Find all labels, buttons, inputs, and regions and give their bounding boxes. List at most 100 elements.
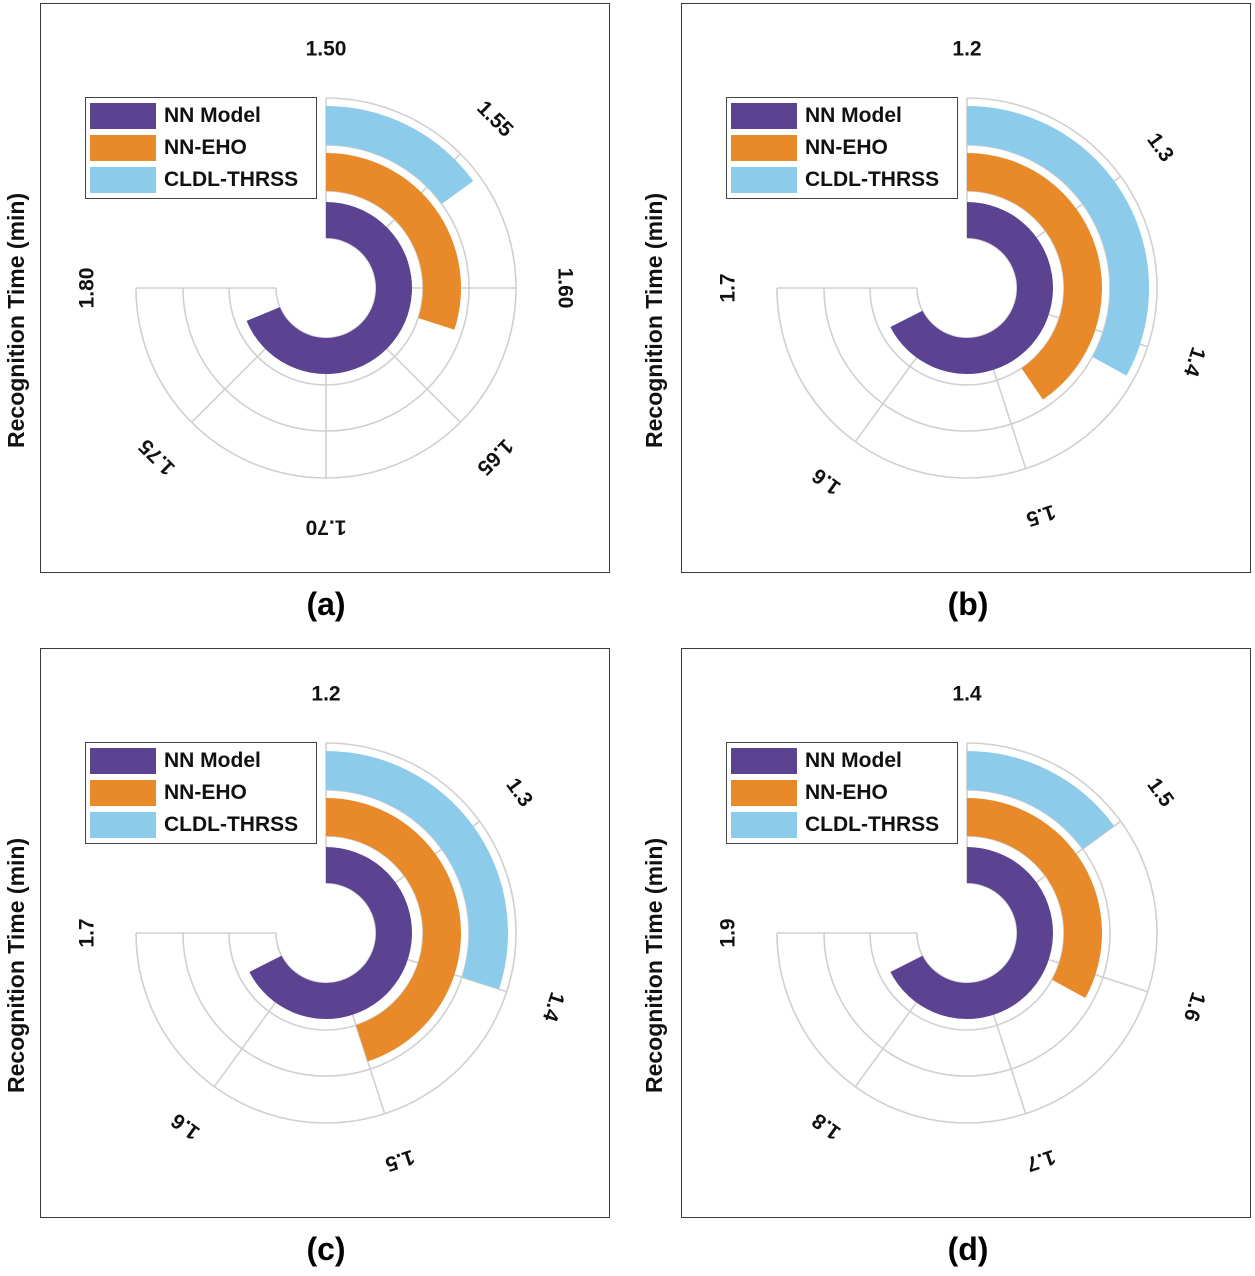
chart-panel-d: 1.4 1.5 1.6 1.7 1.8 1.9 NN Model NN-EHO CLDL-… — [681, 648, 1251, 1218]
theta-tick-label: 1.5 — [1023, 500, 1058, 531]
legend-item-nn-model: NN Model — [731, 746, 957, 776]
grid-ring — [776, 97, 1158, 479]
legend-c: NN Model NN-EHO CLDL-THRSS — [85, 742, 317, 844]
bar-cldl-thrss — [967, 106, 1149, 376]
theta-tick-label: 1.3 — [1142, 129, 1178, 166]
theta-tick-label: 1.4 — [1179, 344, 1210, 379]
legend-label: CLDL-THRSS — [164, 813, 299, 836]
legend-item-nn-model: NN Model — [90, 101, 316, 131]
theta-tick-label: 1.6 — [167, 1108, 204, 1144]
theta-tick-label: 1.80 — [76, 268, 99, 309]
chart-panel-b: 1.2 1.3 1.4 1.5 1.6 1.7 NN Model NN-EHO CLDL-… — [681, 3, 1251, 573]
legend-item-cldl-thrss: CLDL-THRSS — [90, 810, 316, 840]
theta-tick-label: 1.70 — [306, 515, 347, 538]
legend-label: CLDL-THRSS — [805, 168, 940, 191]
legend-item-cldl-thrss: CLDL-THRSS — [90, 165, 316, 195]
theta-tick-label: 1.2 — [311, 683, 340, 706]
legend-a: NN Model NN-EHO CLDL-THRSS — [85, 97, 317, 199]
bar-nn-model — [890, 847, 1053, 1019]
theta-tick-label: 1.7 — [1023, 1145, 1058, 1176]
legend-label: CLDL-THRSS — [164, 168, 299, 191]
legend-item-cldl-thrss: CLDL-THRSS — [731, 165, 957, 195]
legend-item-nn-model: NN Model — [731, 101, 957, 131]
chart-panel-a: 1.50 1.55 1.60 1.65 1.70 1.75 1.80 NN Model NN… — [40, 3, 610, 573]
legend-label: NN-EHO — [164, 781, 247, 804]
bar-cldl-thrss — [326, 106, 474, 204]
radial-chart-c: 1.2 1.3 1.4 1.5 1.6 1.7 — [76, 683, 569, 1176]
radial-chart-a: 1.50 1.55 1.60 1.65 1.70 1.75 1.80 — [76, 38, 577, 539]
panel-caption: (c) — [306, 1231, 346, 1267]
legend-swatch-nn-model — [731, 748, 797, 774]
theta-tick-label: 1.8 — [808, 1108, 845, 1144]
legend-swatch-nn-eho — [90, 780, 156, 806]
grid-ring — [916, 237, 1018, 339]
grid-ring — [275, 882, 377, 984]
legend-swatch-nn-eho — [731, 135, 797, 161]
radial-chart-d: 1.4 1.5 1.6 1.7 1.8 1.9 — [717, 683, 1210, 1176]
grid-ring — [135, 742, 517, 1124]
bar-cldl-thrss — [326, 751, 508, 990]
panel-caption: (a) — [306, 586, 346, 622]
legend-item-nn-eho: NN-EHO — [90, 133, 316, 163]
bar-nn-model — [246, 202, 412, 374]
legend-label: NN Model — [805, 749, 902, 772]
bar-nn-eho — [967, 798, 1102, 999]
bar-nn-eho — [326, 798, 461, 1062]
legend-label: NN Model — [164, 104, 261, 127]
legend-b: NN Model NN-EHO CLDL-THRSS — [726, 97, 958, 199]
grid-ring — [275, 237, 377, 339]
grid-ring — [869, 835, 1065, 1031]
panel-caption: (b) — [947, 586, 989, 622]
theta-tick-label: 1.4 — [538, 989, 569, 1024]
theta-tick-label: 1.60 — [553, 268, 576, 309]
grid-ring — [776, 742, 1158, 1124]
bar-nn-model — [249, 847, 412, 1019]
chart-panel-c: 1.2 1.3 1.4 1.5 1.6 1.7 NN Model NN-EHO CLDL-… — [40, 648, 610, 1218]
bar-nn-eho — [326, 153, 461, 330]
legend-swatch-nn-eho — [731, 780, 797, 806]
legend-label: NN Model — [805, 104, 902, 127]
theta-tick-label: 1.5 — [1142, 774, 1178, 811]
theta-tick-label: 1.6 — [808, 463, 845, 499]
theta-tick-label: 1.9 — [717, 918, 740, 947]
legend-swatch-nn-eho — [90, 135, 156, 161]
radial-chart-b: 1.2 1.3 1.4 1.5 1.6 1.7 — [717, 38, 1210, 531]
y-axis-label: Recognition Time (min) — [3, 192, 29, 448]
legend-d: NN Model NN-EHO CLDL-THRSS — [726, 742, 958, 844]
legend-item-nn-eho: NN-EHO — [731, 778, 957, 808]
theta-tick-label: 1.5 — [382, 1145, 417, 1176]
bar-nn-model — [890, 202, 1053, 374]
grid-ring — [182, 789, 470, 1077]
theta-tick-label: 1.75 — [134, 434, 179, 479]
theta-tick-label: 1.2 — [952, 38, 981, 61]
bar-cldl-thrss — [967, 751, 1115, 849]
legend-item-nn-eho: NN-EHO — [731, 133, 957, 163]
theta-tick-label: 1.55 — [472, 96, 517, 141]
legend-label: NN-EHO — [805, 136, 888, 159]
grid-ring — [823, 144, 1111, 432]
legend-label: NN-EHO — [805, 781, 888, 804]
theta-tick-label: 1.7 — [717, 273, 740, 302]
legend-label: NN-EHO — [164, 136, 247, 159]
panel-caption: (d) — [947, 1231, 989, 1267]
legend-item-nn-eho: NN-EHO — [90, 778, 316, 808]
theta-tick-label: 1.4 — [952, 683, 982, 706]
legend-swatch-nn-model — [90, 748, 156, 774]
theta-tick-label: 1.6 — [1179, 989, 1210, 1024]
y-axis-label: Recognition Time (min) — [3, 837, 29, 1093]
legend-swatch-cldl-thrss — [731, 812, 797, 838]
legend-label: CLDL-THRSS — [805, 813, 940, 836]
legend-item-nn-model: NN Model — [90, 746, 316, 776]
grid-ring — [823, 789, 1111, 1077]
theta-tick-label: 1.7 — [76, 918, 99, 947]
theta-tick-label: 1.3 — [501, 774, 537, 811]
legend-swatch-cldl-thrss — [731, 167, 797, 193]
grid-ring — [916, 882, 1018, 984]
legend-swatch-nn-model — [90, 103, 156, 129]
theta-tick-label: 1.65 — [472, 434, 517, 479]
legend-swatch-cldl-thrss — [90, 167, 156, 193]
legend-label: NN Model — [164, 749, 261, 772]
y-axis-label: Recognition Time (min) — [641, 837, 667, 1093]
legend-item-cldl-thrss: CLDL-THRSS — [731, 810, 957, 840]
theta-tick-label: 1.50 — [306, 38, 347, 61]
